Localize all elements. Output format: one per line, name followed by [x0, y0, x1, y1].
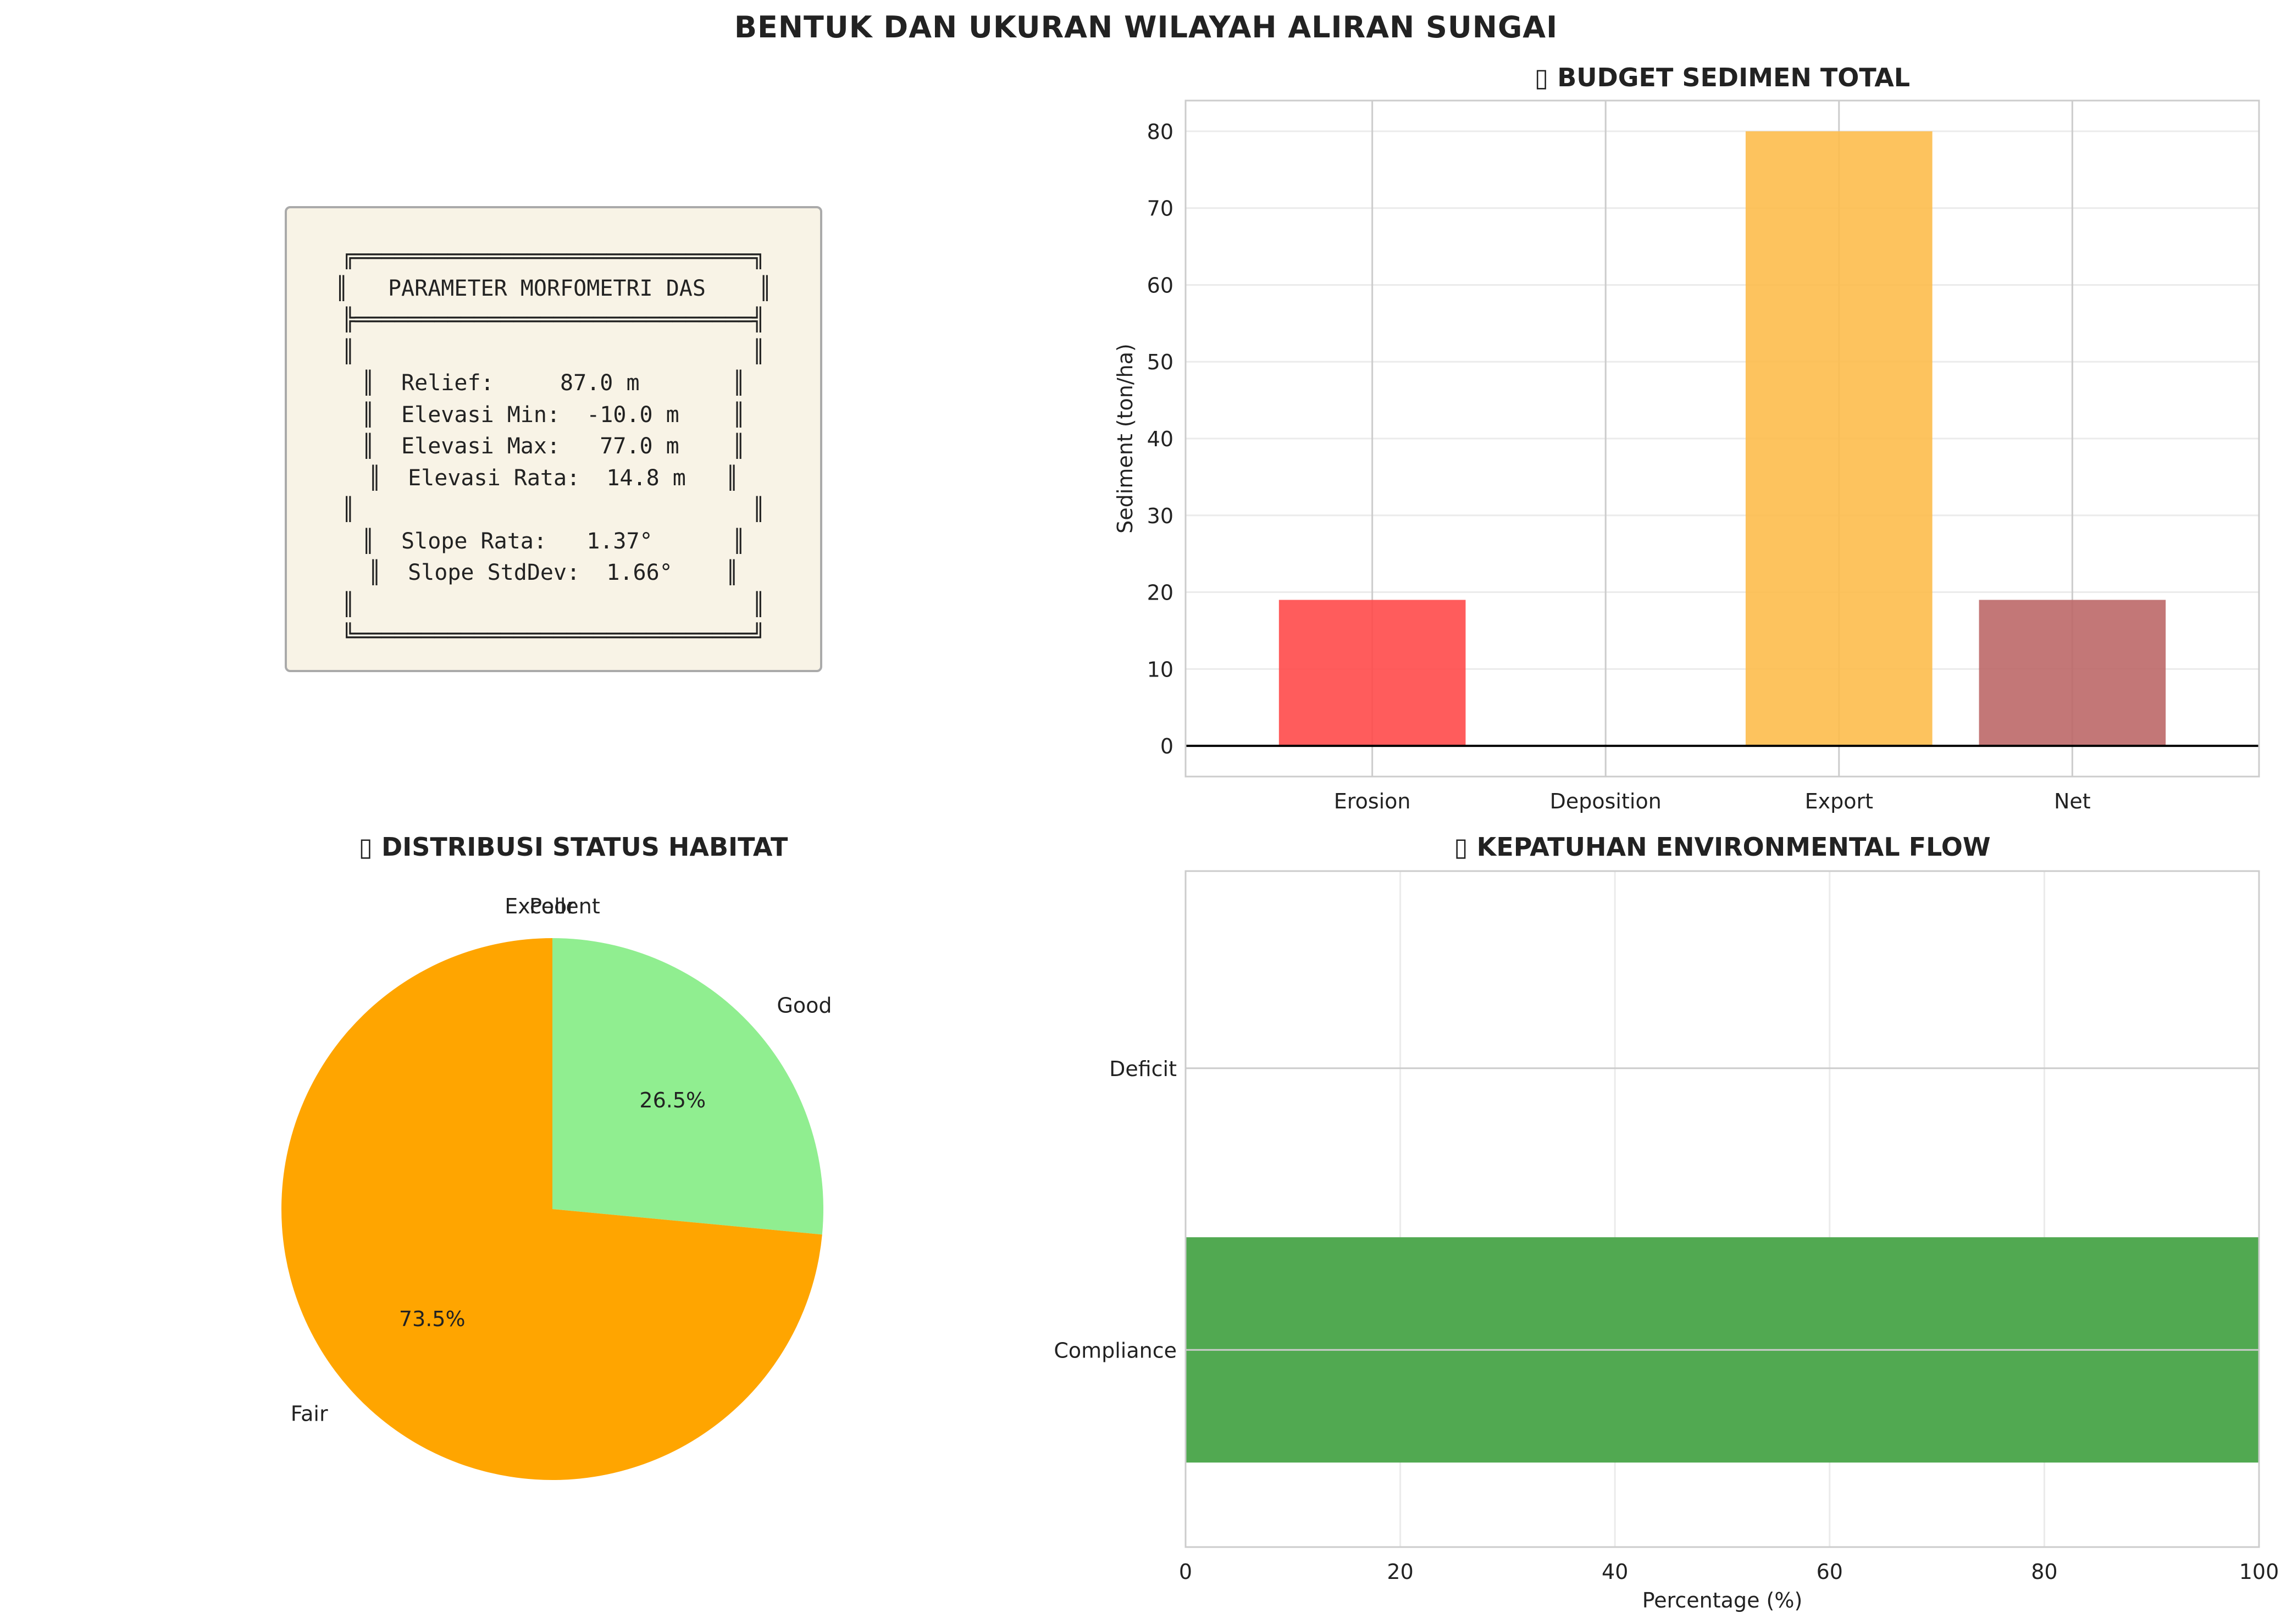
bar-export	[1745, 131, 1933, 746]
x-tick-label: 20	[1387, 1560, 1413, 1584]
y-tick-label: 50	[1147, 350, 1173, 374]
pie-pct-label: 26.5%	[639, 1088, 706, 1112]
pie-slice-good	[552, 938, 823, 1235]
x-axis-label: Percentage (%)	[1642, 1588, 1803, 1612]
pie-label: Fair	[291, 1402, 328, 1426]
y-tick-label: 60	[1147, 273, 1173, 297]
y-axis-label: Sediment (ton/ha)	[1113, 343, 1137, 534]
morphometry-info-box: ╔══════════════════════════════╗ ║ PARAM…	[285, 206, 822, 672]
pie-slice-fair	[281, 938, 822, 1480]
x-tick-label: Deposition	[1550, 789, 1662, 813]
x-tick-label: Erosion	[1334, 789, 1411, 813]
y-tick-label: 10	[1147, 657, 1173, 681]
x-tick-label: Net	[2054, 789, 2091, 813]
sediment-budget-chart: 0 10 20 30 40 50 60 70 80 Erosion Deposition Export…	[1113, 63, 2260, 813]
x-tick-label: 100	[2239, 1560, 2279, 1584]
chart-title: ▯ BUDGET SEDIMEN TOTAL	[1535, 63, 1910, 92]
page-title: BENTUK DAN UKURAN WILAYAH ALIRAN SUNGAI	[734, 10, 1558, 45]
pie-pct-label: 73.5%	[399, 1307, 466, 1331]
y-tick-label: 40	[1147, 427, 1173, 451]
bar-erosion	[1278, 600, 1466, 746]
y-tick-label: 30	[1147, 504, 1173, 528]
chart-title: ▯ KEPATUHAN ENVIRONMENTAL FLOW	[1454, 832, 1990, 862]
y-tick-label: Compliance	[1054, 1338, 1177, 1362]
x-tick-label: 40	[1602, 1560, 1628, 1584]
x-tick-label: 80	[2031, 1560, 2057, 1584]
pie-label: Good	[777, 993, 832, 1017]
plot-frame	[1184, 870, 2260, 1548]
y-tick-label: 70	[1147, 197, 1173, 221]
chart-title: ▯ DISTRIBUSI STATUS HABITAT	[359, 832, 788, 862]
bar-net	[1979, 600, 2166, 746]
plot-frame	[1184, 99, 2260, 778]
x-tick-label: Export	[1805, 789, 1873, 813]
pie-label: Poor	[529, 894, 575, 918]
y-tick-label: 20	[1147, 581, 1173, 605]
x-tick-label: 0	[1179, 1560, 1192, 1584]
y-tick-label: Deficit	[1109, 1057, 1177, 1081]
y-tick-label: 80	[1147, 120, 1173, 144]
x-tick-label: 60	[1817, 1560, 1843, 1584]
morphometry-info-text: ╔══════════════════════════════╗ ║ PARAM…	[335, 244, 772, 649]
pie-label: Excellent	[505, 894, 600, 918]
y-tick-label: 0	[1160, 734, 1173, 758]
